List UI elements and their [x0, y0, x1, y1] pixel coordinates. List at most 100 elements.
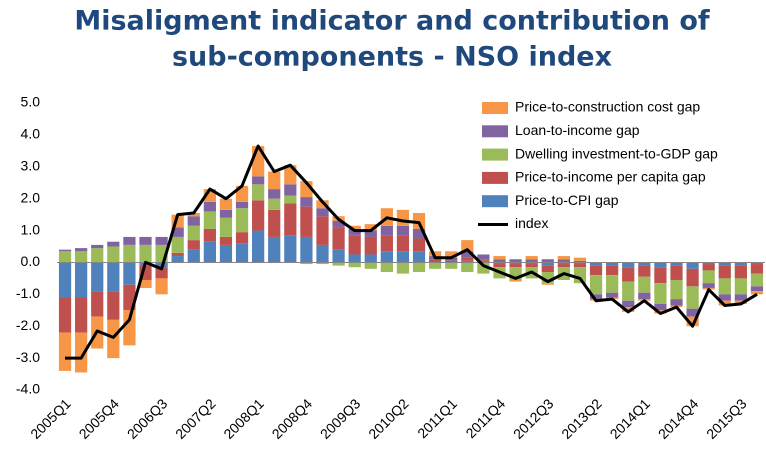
bar	[589, 275, 603, 295]
bar	[461, 240, 474, 252]
bar	[107, 319, 120, 359]
bar	[557, 259, 570, 263]
bar	[396, 209, 410, 226]
bar	[252, 230, 265, 263]
bar	[702, 283, 715, 288]
bar	[171, 236, 184, 253]
bar	[235, 232, 249, 244]
bar	[541, 259, 554, 263]
bar	[58, 297, 72, 333]
bar	[525, 256, 538, 260]
bar	[268, 209, 281, 237]
bar	[445, 260, 458, 263]
bar	[332, 262, 345, 266]
bar	[573, 264, 587, 268]
bar	[155, 278, 168, 295]
bar	[139, 279, 152, 288]
bar	[541, 265, 554, 273]
y-tick-label: 0.0	[21, 253, 41, 269]
bar	[622, 300, 635, 308]
bar	[123, 244, 136, 263]
x-tick-label: 2005Q1	[27, 395, 74, 442]
bar	[493, 262, 506, 265]
bar	[171, 256, 184, 263]
bar	[123, 262, 136, 285]
bar	[412, 228, 426, 239]
bar	[58, 332, 72, 371]
bar	[670, 262, 683, 266]
bar	[364, 224, 377, 231]
bar	[638, 276, 651, 293]
bar	[139, 236, 152, 245]
bar	[525, 259, 538, 263]
bar	[477, 254, 490, 260]
bar	[75, 251, 88, 263]
bar	[541, 262, 554, 266]
bar	[380, 235, 393, 252]
bar	[557, 256, 570, 260]
bar	[429, 251, 442, 257]
x-tick-label: 2012Q3	[510, 395, 557, 442]
bar	[171, 252, 184, 257]
bar	[91, 248, 104, 263]
bar	[203, 211, 216, 229]
bar	[348, 228, 361, 236]
bar	[219, 217, 233, 237]
bar	[429, 262, 442, 269]
bar	[573, 260, 587, 263]
bar	[316, 208, 329, 217]
line	[65, 144, 758, 360]
bar	[252, 200, 265, 231]
bar	[477, 260, 490, 263]
bar	[91, 291, 104, 317]
bar	[638, 262, 651, 266]
bar	[252, 176, 265, 185]
bar	[155, 267, 168, 279]
legend-swatch	[482, 171, 508, 184]
bar	[718, 294, 731, 301]
bar	[654, 303, 667, 311]
bar	[670, 299, 683, 306]
bar	[686, 286, 699, 309]
bar	[509, 259, 522, 263]
bar	[622, 267, 635, 282]
bar	[316, 216, 329, 245]
bar	[58, 262, 72, 298]
bar	[670, 265, 683, 280]
bar	[75, 332, 88, 373]
bar	[300, 236, 313, 263]
bar	[348, 262, 361, 268]
bar	[268, 171, 281, 190]
bar	[252, 184, 265, 201]
bar	[477, 262, 490, 274]
bar	[622, 307, 635, 312]
bar	[525, 262, 538, 265]
bar	[139, 244, 152, 263]
bar	[686, 262, 699, 269]
bar	[589, 294, 603, 300]
bar	[429, 259, 442, 263]
bar	[187, 213, 200, 217]
bar	[509, 262, 522, 265]
bar	[493, 264, 506, 268]
bar	[606, 265, 619, 276]
bar	[622, 262, 635, 268]
bar	[573, 262, 587, 265]
bar	[268, 236, 281, 263]
legend-label: Price-to-income per capita gap	[515, 169, 706, 185]
legend-swatch	[482, 125, 508, 138]
bar	[219, 198, 233, 210]
bar	[573, 267, 587, 284]
bar	[235, 201, 249, 209]
bar	[187, 249, 200, 263]
bar	[107, 246, 120, 263]
x-tick-label: 2008Q4	[269, 395, 316, 442]
bar	[396, 251, 410, 263]
legend-label: index	[515, 215, 548, 231]
bar	[557, 262, 570, 265]
x-tick-label: 2014Q4	[655, 395, 702, 442]
bar	[396, 235, 410, 252]
bar	[284, 235, 297, 263]
bar	[461, 262, 474, 273]
bar	[348, 254, 361, 263]
